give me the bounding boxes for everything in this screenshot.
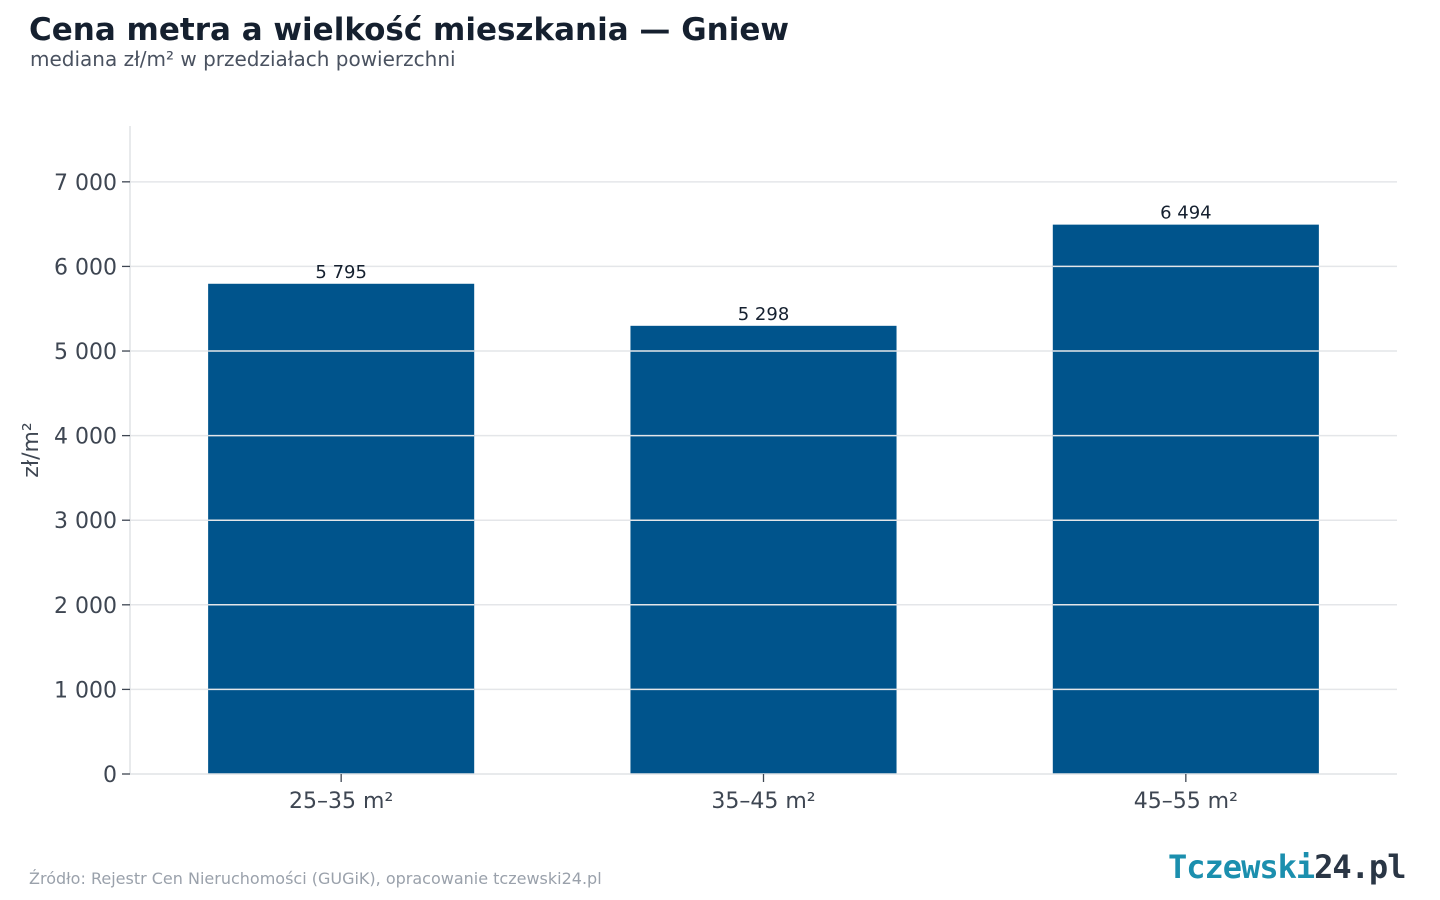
y-axis-title: zł/m²: [19, 422, 44, 477]
bars: [208, 224, 1319, 774]
bar: [208, 283, 475, 774]
logo-text-secondary: 24.pl: [1314, 848, 1406, 886]
y-tick-label: 6 000: [54, 255, 117, 280]
bar-value-label: 6 494: [1160, 203, 1212, 224]
axes: [122, 126, 1397, 782]
x-tick-label: 45–55 m²: [1134, 789, 1238, 814]
bar-value-label: 5 795: [315, 262, 367, 283]
y-tick-label: 0: [103, 763, 117, 788]
x-tick-label: 35–45 m²: [711, 789, 815, 814]
y-tick-label: 5 000: [54, 340, 117, 365]
y-tick-label: 2 000: [54, 594, 117, 619]
source-note: Źródło: Rejestr Cen Nieruchomości (GUGiK…: [29, 869, 602, 888]
y-tick-label: 4 000: [54, 425, 117, 450]
logo-text-primary: Tczewski: [1168, 848, 1315, 886]
y-tick-label: 1 000: [54, 678, 117, 703]
logo: Tczewski24.pl: [1168, 848, 1406, 886]
bar-value-label: 5 298: [738, 304, 790, 325]
labels: 0 1 000 2 000 3 000 4 000 5 000 6 000 7 000 25–3…: [19, 171, 1238, 814]
x-tick-label: 25–35 m²: [289, 789, 393, 814]
y-tick-label: 7 000: [54, 171, 117, 196]
bar: [630, 325, 897, 774]
chart-subtitle: mediana zł/m² w przedziałach powierzchni: [30, 47, 456, 71]
bar: [1052, 224, 1319, 774]
chart-title: Cena metra a wielkość mieszkania — Gniew: [29, 12, 790, 48]
y-tick-label: 3 000: [54, 509, 117, 534]
